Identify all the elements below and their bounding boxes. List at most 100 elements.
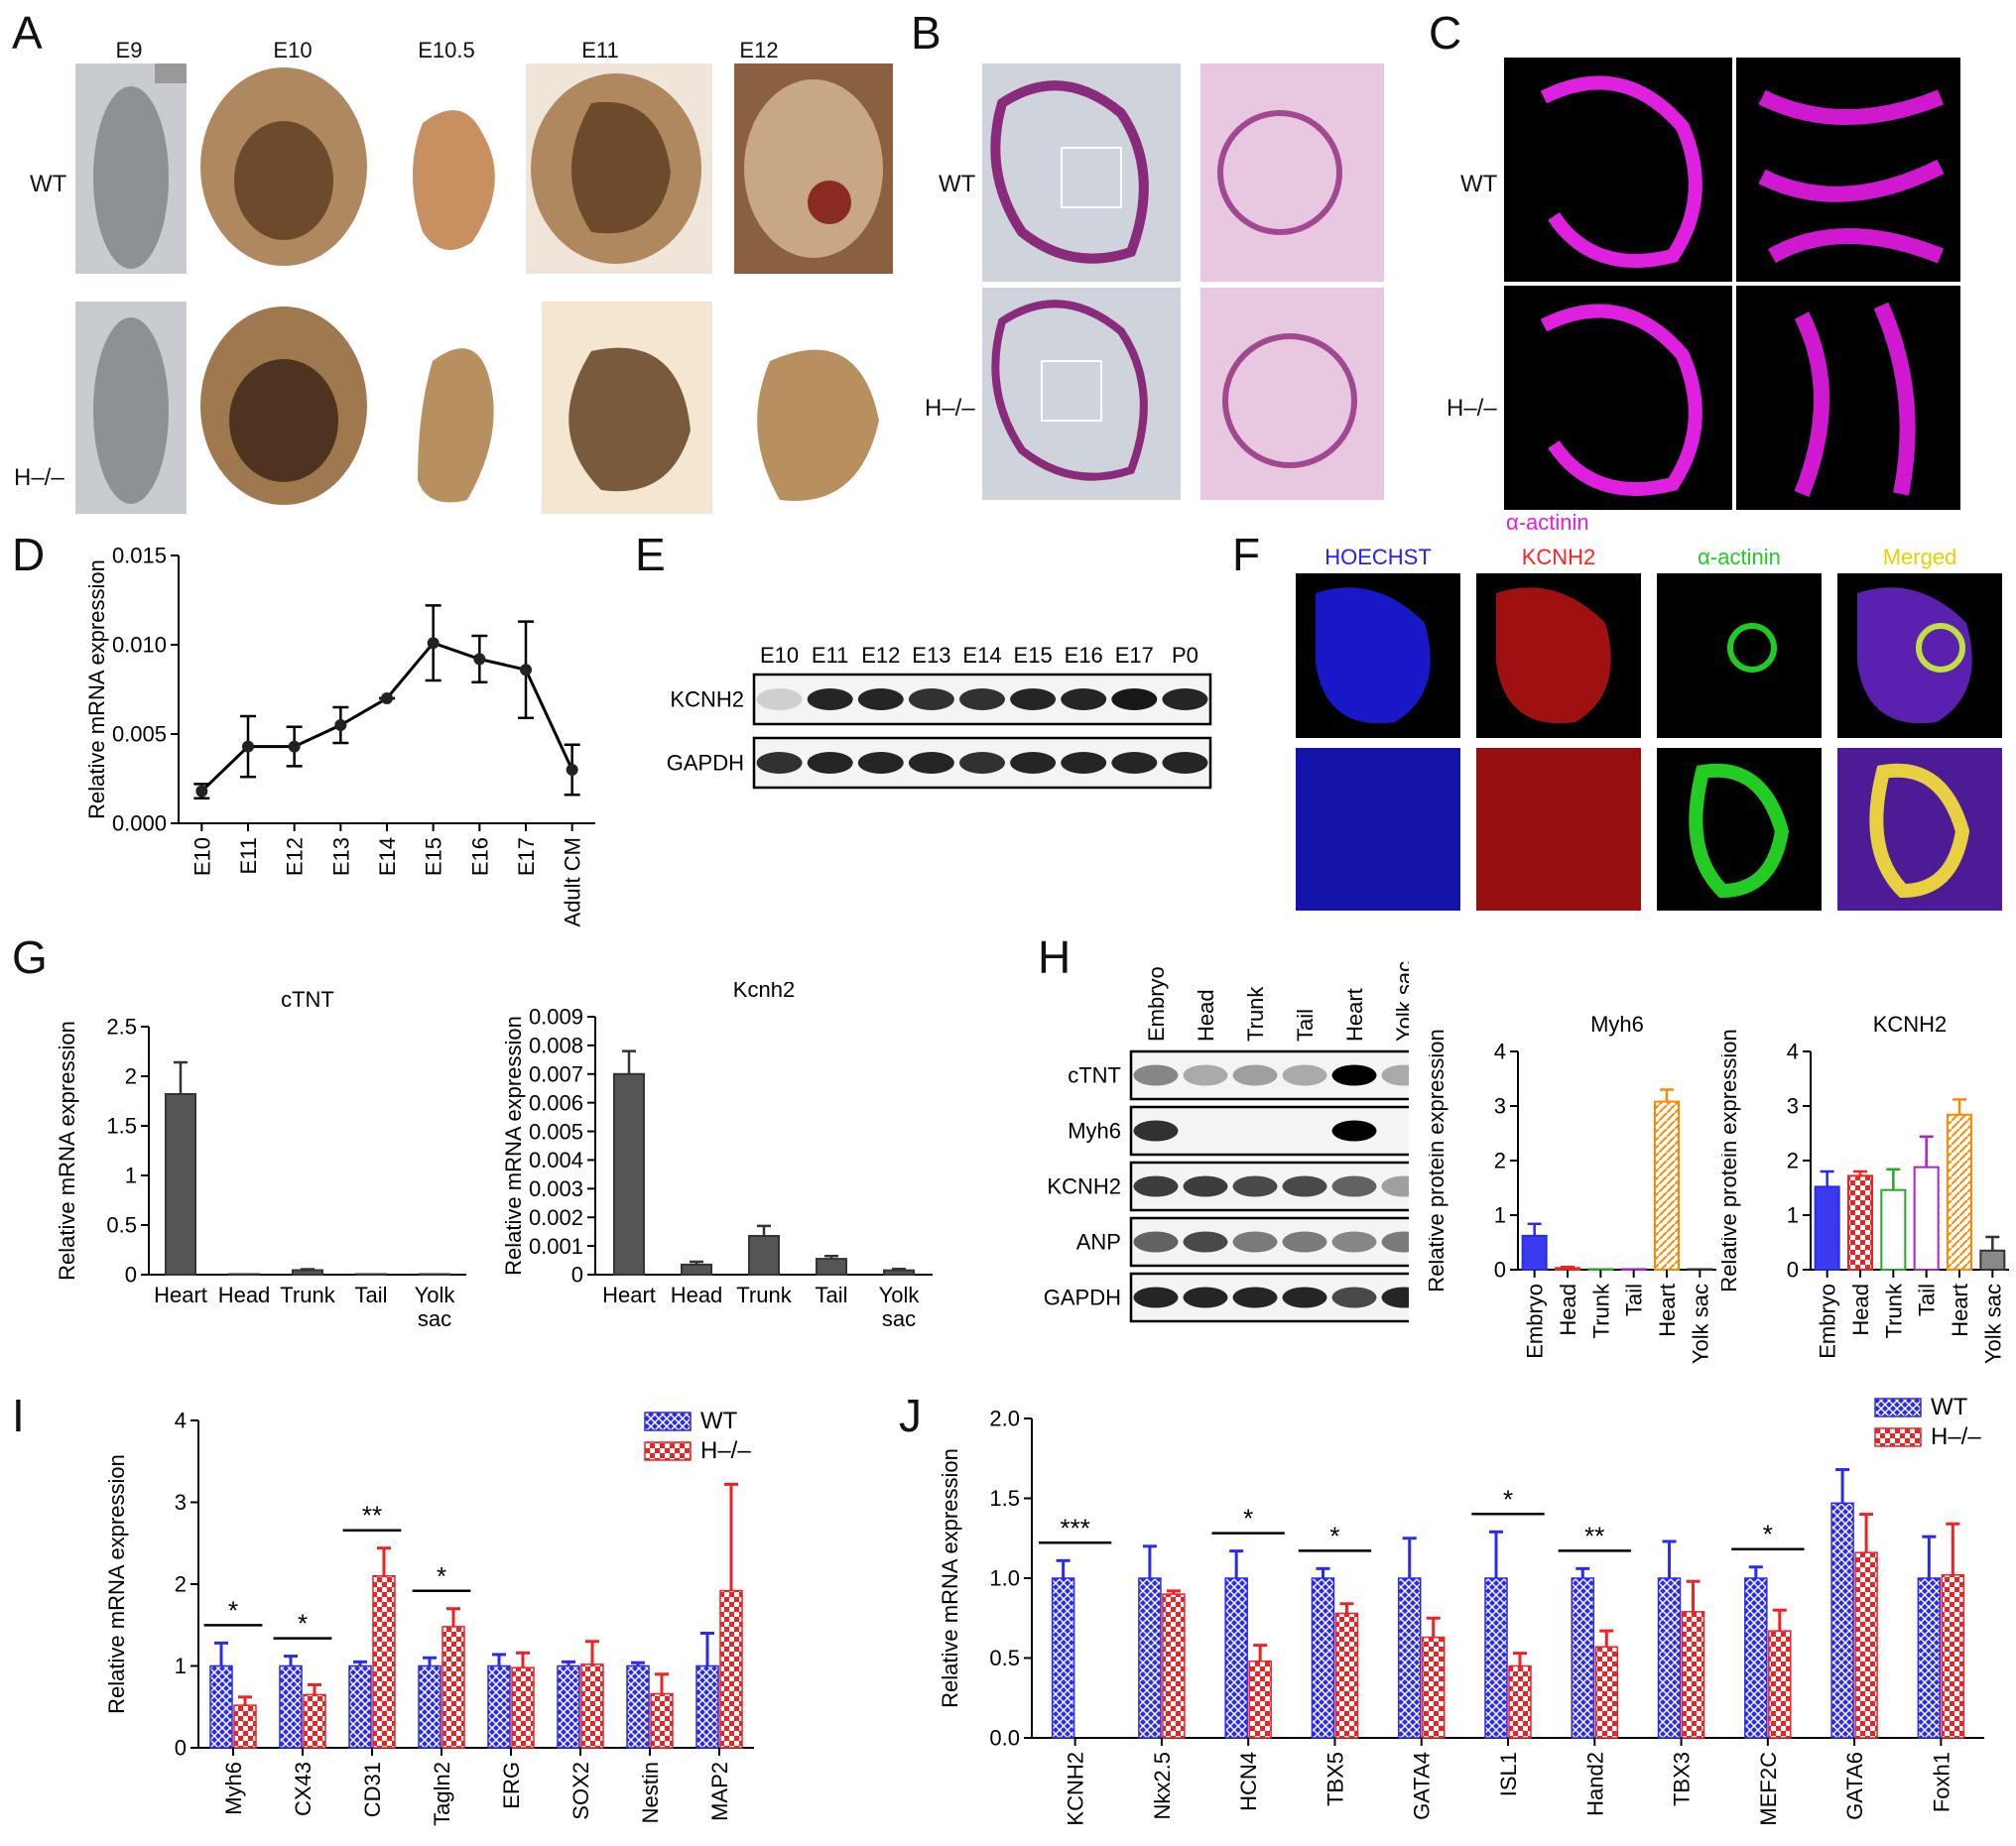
bar xyxy=(1913,1166,1940,1272)
panel-label-i: I xyxy=(12,1390,25,1441)
blot-band xyxy=(1232,1175,1278,1197)
y-axis-label: Relative mRNA expression xyxy=(84,559,109,819)
blot-band xyxy=(1010,752,1057,774)
x-tick-label: E13 xyxy=(328,837,353,876)
immunofluorescence-images xyxy=(1296,573,2002,911)
bar-ko xyxy=(372,1575,396,1749)
x-tick-label: Hand2 xyxy=(1582,1752,1607,1816)
stage-label: E10.5 xyxy=(418,38,475,62)
stage-label: E11 xyxy=(581,38,619,62)
data-point xyxy=(242,740,254,753)
blot-row-label: Myh6 xyxy=(1068,1119,1121,1144)
chart-i: 0 1 2 3 4 Relative mRNA expression Myh6 CX43 CD3… xyxy=(104,1408,754,1826)
blot-lane-label: E11 xyxy=(812,643,849,668)
x-tick-label: E11 xyxy=(236,837,261,875)
panel-label-e: E xyxy=(635,529,666,580)
bar xyxy=(1947,1113,1972,1271)
blot-band xyxy=(1282,1175,1327,1197)
panel-label-b: B xyxy=(911,7,942,59)
y-tick-label: 1.5 xyxy=(989,1486,1020,1511)
x-tick-label: Head xyxy=(218,1283,271,1307)
panel-label-a: A xyxy=(12,7,43,59)
y-tick-label: 0.005 xyxy=(529,1119,583,1144)
series-line xyxy=(200,641,574,793)
y-tick-label: 3 xyxy=(175,1490,187,1515)
bar-ko xyxy=(1768,1630,1792,1739)
x-tick-label: Heart xyxy=(1655,1284,1680,1337)
embryo-image-e9-wt xyxy=(75,63,187,274)
data-point xyxy=(566,764,578,776)
bar xyxy=(1654,1100,1680,1271)
blot-band xyxy=(1111,688,1158,710)
y-tick-label: 0.0 xyxy=(989,1726,1020,1751)
x-tick-label: MEF2C xyxy=(1756,1752,1781,1826)
y-axis-label: Relative protein expression xyxy=(1429,1029,1449,1292)
x-tick-label: Head xyxy=(1556,1284,1580,1336)
x-tick-label: CD31 xyxy=(360,1762,385,1817)
bar-ko xyxy=(1681,1611,1705,1739)
x-tick-label: Heart xyxy=(154,1283,207,1307)
legend-swatch xyxy=(1874,1427,1922,1447)
blot-lane-label: Head xyxy=(1194,989,1218,1042)
bar-wt xyxy=(209,1664,233,1749)
blot-band xyxy=(756,688,803,710)
western-blot-h: cTNT Myh6 KCNH2 ANP GAPDH Embryo Head Trunk Tail… xyxy=(1044,961,1409,1323)
y-tick-label: 4 xyxy=(1787,1040,1799,1064)
y-tick-label: 1 xyxy=(1494,1203,1506,1228)
blot-band xyxy=(1183,1064,1228,1086)
bar-ko xyxy=(650,1692,674,1749)
y-tick-label: 2 xyxy=(1494,1149,1506,1173)
bar-ko xyxy=(1248,1660,1272,1739)
x-tick-label: Yolk xyxy=(879,1283,921,1307)
bar xyxy=(816,1258,847,1277)
bar xyxy=(1814,1185,1840,1271)
bar xyxy=(1979,1249,2006,1271)
bar-wt xyxy=(1484,1577,1508,1739)
bar-wt xyxy=(1917,1577,1942,1739)
panel-label-h: H xyxy=(1038,931,1071,983)
actinin-label: α-actinin xyxy=(1506,510,1589,535)
blot-band xyxy=(1331,1120,1377,1142)
row-label-wt: WT xyxy=(30,171,67,197)
x-tick-label: sac xyxy=(418,1306,451,1331)
blot-lane-label: E12 xyxy=(861,643,900,668)
bar-ko xyxy=(1508,1664,1532,1739)
channel-label-actinin: α-actinin xyxy=(1698,545,1781,569)
blot-band xyxy=(1381,1231,1409,1253)
blot-band xyxy=(1331,1231,1377,1253)
bar-wt xyxy=(1657,1577,1682,1739)
y-axis-label: Relative mRNA expression xyxy=(55,1021,79,1281)
embryo-image-e11-ko xyxy=(542,302,712,514)
blot-band xyxy=(1232,1287,1278,1308)
y-axis-label: Relative mRNA expression xyxy=(938,1448,962,1708)
row-label-wt: WT xyxy=(939,171,976,197)
x-tick-label: Trunk xyxy=(1588,1283,1613,1338)
y-tick-label: 0.015 xyxy=(112,544,167,568)
x-tick-label: Heart xyxy=(602,1283,656,1307)
panel-label-j: J xyxy=(899,1390,922,1441)
x-tick-label: E16 xyxy=(467,837,492,876)
bar xyxy=(1521,1234,1548,1271)
row-label-wt: WT xyxy=(1460,171,1498,197)
x-tick-label: SOX2 xyxy=(568,1762,593,1820)
y-tick-label: 0.002 xyxy=(529,1205,583,1230)
y-tick-label: 0 xyxy=(1787,1258,1799,1283)
bar-wt xyxy=(1830,1502,1854,1739)
x-tick-label: Nestin xyxy=(638,1762,663,1823)
y-tick-label: 4 xyxy=(175,1409,187,1433)
bar-wt xyxy=(1397,1577,1422,1739)
significance-label: * xyxy=(298,1609,308,1639)
chart-title: KCNH2 xyxy=(1873,1012,1948,1037)
panel-label-d: D xyxy=(12,529,46,580)
x-tick-label: E10 xyxy=(189,837,214,876)
blot-band xyxy=(1381,1287,1409,1308)
x-tick-label: Tail xyxy=(354,1283,387,1307)
data-point xyxy=(381,692,393,704)
blot-lane-label: P0 xyxy=(1172,643,1198,668)
y-tick-label: 2.5 xyxy=(106,1015,137,1040)
blot-band xyxy=(1133,1064,1179,1086)
y-tick-label: 0.000 xyxy=(112,811,167,836)
legend-swatch xyxy=(1874,1398,1922,1417)
blot-row-label: KCNH2 xyxy=(1047,1174,1121,1199)
